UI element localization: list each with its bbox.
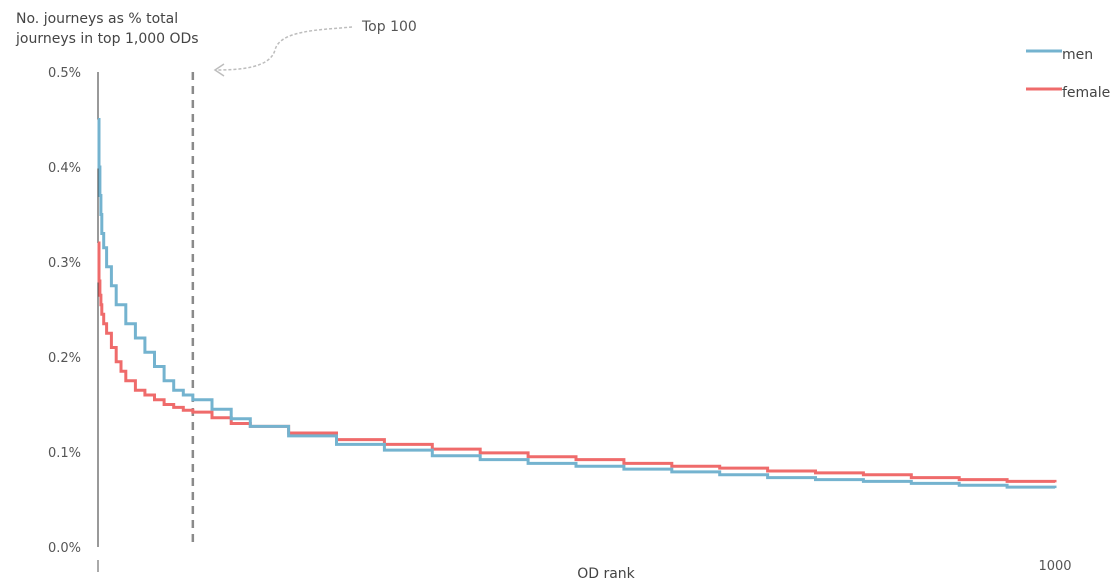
y-tick-label: 0.0% <box>48 541 81 556</box>
y-tick-label: 0.5% <box>48 66 81 81</box>
y-axis-title-line-2: journeys in top 1,000 ODs <box>15 31 199 47</box>
series-female-line <box>97 241 1057 483</box>
y-tick-label: 0.4% <box>48 161 81 176</box>
x-tick-label-end: 1000 <box>1038 559 1071 574</box>
y-axis-title-line-1: No. journeys as % total <box>16 11 178 27</box>
series-men-line <box>97 118 1057 489</box>
legend-men-label: men <box>1062 47 1093 63</box>
annotation-arrow <box>215 26 353 71</box>
y-tick-label: 0.1% <box>48 446 81 461</box>
y-tick-label: 0.2% <box>48 351 81 366</box>
annotation-top-100-label: Top 100 <box>361 19 417 35</box>
annotation-arrowhead <box>213 63 225 77</box>
y-tick-label: 0.3% <box>48 256 81 271</box>
legend-female-label: female <box>1062 85 1110 101</box>
y-tick-labels: 0.0% 0.1% 0.2% 0.3% 0.4% 0.5% <box>48 66 81 556</box>
x-axis-title: OD rank <box>577 566 635 582</box>
legend: men female <box>1026 47 1110 101</box>
